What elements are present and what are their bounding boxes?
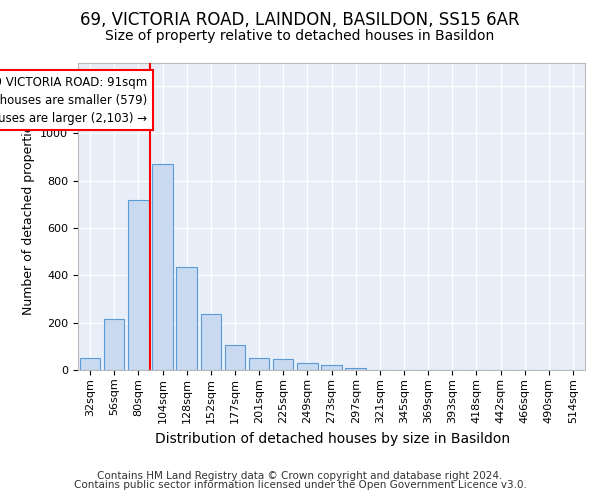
- Bar: [176, 267, 197, 370]
- Bar: [224, 345, 245, 370]
- Text: 69 VICTORIA ROAD: 91sqm
← 21% of detached houses are smaller (579)
78% of semi-d: 69 VICTORIA ROAD: 91sqm ← 21% of detache…: [0, 76, 147, 124]
- Text: Contains HM Land Registry data © Crown copyright and database right 2024.: Contains HM Land Registry data © Crown c…: [97, 471, 503, 481]
- Bar: [273, 360, 293, 370]
- Bar: [152, 164, 173, 370]
- Bar: [346, 368, 366, 370]
- Bar: [200, 314, 221, 370]
- Text: Size of property relative to detached houses in Basildon: Size of property relative to detached ho…: [106, 29, 494, 43]
- Text: Contains public sector information licensed under the Open Government Licence v3: Contains public sector information licen…: [74, 480, 526, 490]
- Bar: [249, 358, 269, 370]
- Bar: [80, 358, 100, 370]
- Text: Distribution of detached houses by size in Basildon: Distribution of detached houses by size …: [155, 432, 511, 446]
- Y-axis label: Number of detached properties: Number of detached properties: [22, 118, 35, 315]
- Bar: [128, 200, 149, 370]
- Bar: [104, 319, 124, 370]
- Text: 69, VICTORIA ROAD, LAINDON, BASILDON, SS15 6AR: 69, VICTORIA ROAD, LAINDON, BASILDON, SS…: [80, 11, 520, 29]
- Bar: [321, 366, 342, 370]
- Bar: [297, 363, 317, 370]
